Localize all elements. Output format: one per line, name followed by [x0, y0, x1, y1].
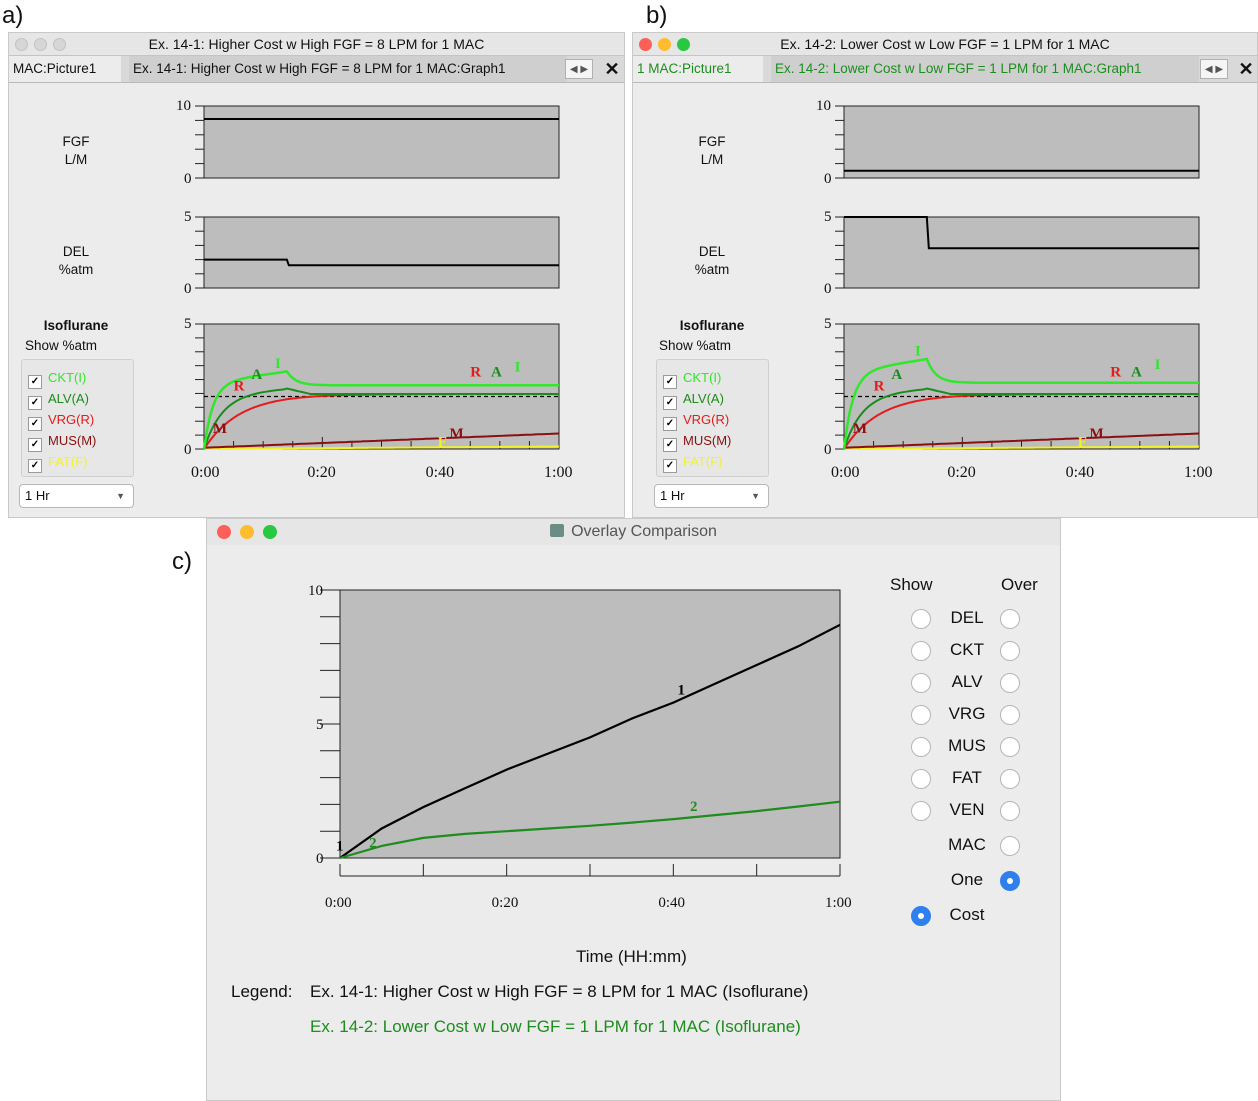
fgf-tick-label: 10: [816, 98, 831, 114]
y-tick-label: 10: [308, 583, 323, 599]
fgf-tick-label: 0: [184, 171, 192, 187]
overlay-window: Overlay Comparison Show Over DEL CKT ALV VR…: [206, 518, 1061, 1101]
alv-letter-label: A: [491, 365, 502, 381]
series-1-start-label: 1: [336, 838, 344, 854]
conc-tick-label: 0: [184, 442, 192, 458]
ckt-letter-label: I: [1155, 357, 1161, 373]
y-tick-label: 5: [316, 717, 324, 733]
fgf-tick-label: 10: [176, 98, 191, 114]
vrg-letter-label: R: [874, 378, 885, 394]
del-tick-label: 0: [824, 281, 832, 297]
alv-letter-label: A: [891, 367, 902, 383]
panel-label-a: a): [2, 2, 23, 30]
ckt-letter-label: I: [515, 360, 521, 376]
fat-letter-label: F: [1078, 435, 1087, 451]
alv-letter-label: A: [251, 367, 262, 383]
vrg-letter-label: R: [1110, 365, 1121, 381]
del-tick-label: 0: [184, 281, 192, 297]
mus-letter-label: M: [450, 426, 464, 442]
fgf-plot-area: [844, 106, 1199, 178]
mus-letter-label: M: [1090, 426, 1104, 442]
fat-letter-label: F: [438, 435, 447, 451]
ckt-letter-label: I: [275, 356, 281, 372]
cost-chart: 10 5 0 0:00 0:20 0:40 1:00 1 1 2 2: [207, 519, 1061, 939]
time-tick-label: 0:40: [426, 464, 454, 481]
x-tick-label: 1:00: [825, 895, 852, 911]
mus-letter-label: M: [213, 421, 227, 437]
panel-label-b: b): [646, 2, 667, 30]
simulation-plots: 10050500:00 0:20 0:40 1:00IARMR A IFM: [9, 33, 625, 518]
time-tick-label: 0:20: [947, 464, 975, 481]
time-tick-label: 0:20: [307, 464, 335, 481]
x-tick-label: 0:20: [492, 895, 519, 911]
ckt-letter-label: I: [915, 343, 921, 359]
conc-tick-label: 0: [824, 442, 832, 458]
legend-series-1: Ex. 14-1: Higher Cost w High FGF = 8 LPM…: [310, 982, 808, 1002]
mus-letter-label: M: [853, 421, 867, 437]
y-tick-label: 0: [316, 851, 324, 867]
vrg-letter-label: R: [470, 365, 481, 381]
conc-plot-area: [204, 324, 559, 449]
x-tick-label: 0:40: [658, 895, 685, 911]
legend-series-2: Ex. 14-2: Lower Cost w Low FGF = 1 LPM f…: [310, 1017, 801, 1037]
plot-area: [340, 590, 840, 858]
window-b: Ex. 14-2: Lower Cost w Low FGF = 1 LPM f…: [632, 32, 1258, 518]
conc-tick-label: 5: [184, 316, 192, 332]
del-plot-area: [844, 217, 1199, 288]
fgf-plot-area: [204, 106, 559, 178]
time-tick-label: 1:00: [1184, 464, 1212, 481]
time-tick-label: 0:00: [831, 464, 859, 481]
del-tick-label: 5: [824, 209, 832, 225]
series-1-label: 1: [678, 683, 686, 699]
legend-label: Legend:: [231, 982, 292, 1002]
time-tick-label: 0:40: [1066, 464, 1094, 481]
panel-label-c: c): [172, 548, 192, 576]
time-tick-label: 1:00: [544, 464, 572, 481]
series-2-label: 2: [690, 799, 698, 815]
del-plot-area: [204, 217, 559, 288]
time-tick-label: 0:00: [191, 464, 219, 481]
x-axis-label: Time (HH:mm): [576, 947, 687, 967]
window-a: Ex. 14-1: Higher Cost w High FGF = 8 LPM…: [8, 32, 625, 518]
series-2-start-label: 2: [369, 836, 377, 852]
conc-plot-area: [844, 324, 1199, 449]
vrg-letter-label: R: [234, 378, 245, 394]
alv-letter-label: A: [1131, 365, 1142, 381]
fgf-tick-label: 0: [824, 171, 832, 187]
del-tick-label: 5: [184, 209, 192, 225]
x-tick-label: 0:00: [325, 895, 352, 911]
conc-tick-label: 5: [824, 316, 832, 332]
